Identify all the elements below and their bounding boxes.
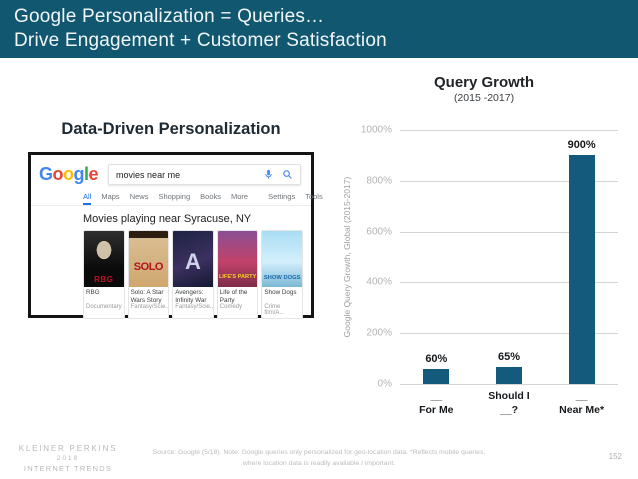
movie-genre: Crime film/A...: [264, 304, 285, 316]
bar: 900%: [568, 139, 596, 384]
kleiner-perkins-logo: KLEINER PERKINS 2018 INTERNET TRENDS: [12, 444, 124, 473]
movie-title: Life of the Party: [219, 289, 248, 304]
tab-news[interactable]: News: [129, 192, 149, 201]
search-input[interactable]: movies near me: [108, 164, 301, 185]
poster-text: SOLO: [133, 261, 164, 273]
chart-subtitle: (2015 -2017): [453, 92, 515, 104]
gridline: [400, 231, 618, 233]
movie-card-avengers[interactable]: A Avengers: Infinity War Fantasy/Scie...: [172, 230, 214, 319]
bar: 60%: [423, 353, 450, 384]
gridline: [400, 130, 618, 131]
logo-line3: INTERNET TRENDS: [23, 464, 113, 473]
movie-card-show-dogs[interactable]: SHOW DOGS Show Dogs Crime film/A...: [261, 230, 303, 319]
movie-card-rbg[interactable]: RBG RBG Documentary: [83, 230, 125, 319]
source-note: Source: Google (5/18). Note: Google quer…: [120, 448, 518, 469]
tab-settings[interactable]: Settings: [268, 192, 296, 201]
movie-title: Show Dogs: [264, 289, 297, 296]
gridline: [400, 333, 618, 335]
results-heading: Movies playing near Syracuse, NY: [83, 213, 252, 225]
movie-poster: RBG: [84, 231, 124, 287]
bar-value-label: 900%: [567, 139, 596, 151]
logo-letter: l: [84, 164, 89, 184]
bar-value-label: 65%: [497, 351, 520, 363]
query-growth-chart: Query Growth (2015 -2017) Google Query G…: [332, 74, 636, 434]
page-number: 152: [608, 452, 622, 461]
y-tick-label: 400%: [366, 276, 392, 288]
chart-title: Query Growth: [433, 74, 534, 91]
logo-line1: KLEINER PERKINS: [18, 444, 118, 453]
logo-letter: G: [39, 164, 53, 184]
bar: 65%: [495, 351, 522, 384]
movie-genre: Fantasy/Scie...: [175, 304, 214, 310]
movie-title: RBG: [86, 289, 100, 296]
movie-poster: LIFE'S PARTY: [217, 231, 258, 287]
movie-poster: SOLO: [128, 231, 169, 287]
search-query-text: movies near me: [116, 169, 181, 180]
google-logo: Google: [39, 164, 99, 185]
y-tick-label: 600%: [366, 226, 392, 238]
bar-value-label: 60%: [425, 353, 448, 365]
y-tick-label: 0%: [377, 378, 392, 390]
y-tick-label: 1000%: [360, 124, 392, 136]
header-banner: Google Personalization = Queries… Drive …: [0, 0, 638, 58]
movie-results-row: RBG RBG Documentary SOLO Solo: A Star Wa…: [31, 230, 311, 319]
gridline: [400, 180, 618, 182]
logo-letter: g: [73, 164, 85, 184]
mic-icon[interactable]: [263, 169, 274, 180]
movie-poster: SHOW DOGS: [262, 231, 302, 287]
tab-books[interactable]: Books: [200, 192, 222, 201]
y-tick-label: 800%: [366, 175, 392, 187]
logo-letter: e: [88, 164, 99, 184]
movie-card-solo[interactable]: SOLO Solo: A Star Wars Story Fantasy/Sci…: [127, 230, 170, 319]
poster-text: RBG: [94, 275, 114, 284]
logo-letter: o: [52, 164, 64, 184]
section-heading: Data-Driven Personalization: [61, 120, 281, 138]
source-line2: where location data is readily available…: [242, 459, 396, 467]
x-axis-label: __ For Me: [419, 390, 454, 416]
gridline: [400, 282, 618, 284]
tab-all[interactable]: All: [83, 192, 92, 205]
poster-text: A: [185, 249, 201, 274]
search-tabs: All Maps News Shopping Books More Settin…: [31, 189, 323, 206]
source-line1: Source: Google (5/18). Note: Google quer…: [152, 449, 486, 456]
gridline: [400, 384, 618, 385]
chart-x-axis-labels: __ For Me Should I __? __ Near Me*: [400, 390, 618, 417]
google-screenshot: Google movies near me All Maps News Shop…: [28, 152, 323, 319]
search-icon[interactable]: [282, 169, 293, 180]
tab-tools[interactable]: Tools: [305, 192, 323, 201]
poster-text: SHOW DOGS: [263, 275, 301, 281]
movie-genre: Comedy: [219, 304, 243, 310]
logo-letter: o: [63, 164, 74, 184]
movie-genre: Documentary: [86, 304, 122, 310]
logo-line2: 2018: [56, 455, 80, 462]
google-search-row: Google movies near me: [31, 155, 311, 189]
tab-shopping[interactable]: Shopping: [158, 192, 191, 201]
poster-text: LIFE'S PARTY: [218, 274, 257, 281]
movie-title: Solo: A Star Wars Story: [130, 289, 164, 304]
tab-maps[interactable]: Maps: [101, 192, 120, 201]
x-axis-label: Should I __?: [488, 390, 530, 416]
movie-genre: Fantasy/Scie...: [130, 304, 170, 310]
x-axis-label: __ Near Me*: [559, 390, 605, 416]
chart-plot-area: 0% 200% 400% 600% 800% 1000%: [361, 125, 618, 390]
tab-more[interactable]: More: [231, 192, 249, 201]
movie-card-life-of-the-party[interactable]: LIFE'S PARTY Life of the Party Comedy: [216, 230, 259, 319]
slide-title-line1: Google Personalization = Queries…: [14, 6, 325, 27]
movie-title: Avengers: Infinity War: [175, 289, 207, 304]
chart-y-axis-label: Google Query Growth, Global (2015-2017): [342, 176, 352, 338]
movie-poster: A: [173, 231, 213, 287]
slide-title-line2: Drive Engagement + Customer Satisfaction: [14, 30, 387, 51]
chart-bars: 60% 65% 900%: [400, 130, 618, 384]
y-tick-label: 200%: [366, 327, 392, 339]
